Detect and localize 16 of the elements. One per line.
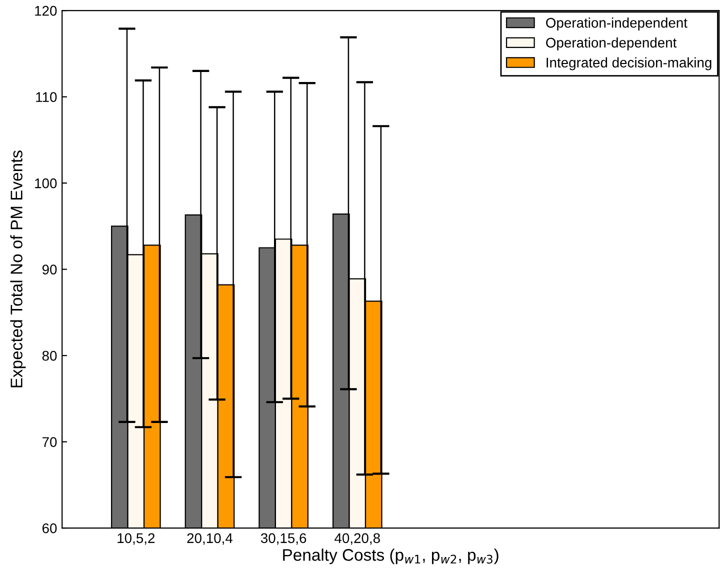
y-tick-label: 70 — [42, 437, 57, 447]
y-axis-title: Expected Total No of PM Events — [10, 150, 26, 388]
y-tick-label: 110 — [36, 92, 57, 102]
y-tick-label: 100 — [35, 178, 57, 188]
y-tick-label: 90 — [42, 264, 57, 274]
x-axis-title: Penalty Costs (p$_{w1}$, p$_{w2}$, p$_{w3}$) — [283, 548, 498, 564]
x-tick-label: 20,10,4 — [187, 533, 232, 545]
legend-label: Operation-independent — [546, 18, 688, 30]
x-tick-label: 30,15,6 — [260, 533, 306, 545]
y-tick-label: 120 — [35, 6, 57, 16]
x-tick-label: 40,20,8 — [334, 533, 380, 545]
y-tick-label: 60 — [42, 523, 57, 534]
legend-label: Integrated decision-making — [546, 57, 712, 70]
y-tick-label: 80 — [42, 350, 57, 361]
x-tick-label: 10,5,2 — [118, 533, 155, 545]
legend-label: Operation-dependent — [546, 37, 677, 50]
